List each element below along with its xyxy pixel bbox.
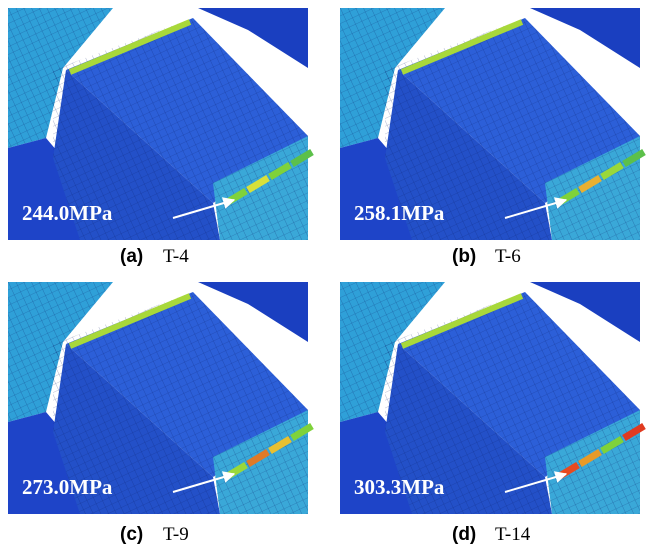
beam-mesh — [385, 292, 640, 514]
panel-caption: T-9 — [163, 524, 189, 545]
weld-bottom — [622, 148, 646, 168]
weld-bottom — [290, 148, 314, 168]
panel-caption: T-6 — [495, 246, 521, 267]
beam-mesh — [385, 18, 640, 240]
stress-label: 273.0MPa — [22, 475, 113, 499]
weld-bottom — [622, 422, 646, 442]
weld-bottom — [578, 174, 602, 194]
beam-mesh — [53, 18, 308, 240]
weld-top — [400, 293, 524, 349]
arrow — [172, 471, 236, 493]
panel-label: (a) — [120, 246, 143, 267]
far-plate — [198, 282, 308, 342]
weld-bottom — [600, 161, 624, 181]
far-plate — [530, 8, 640, 68]
arrow — [504, 471, 568, 493]
fea-panel: 273.0MPa — [8, 282, 314, 514]
panel-caption: T-14 — [495, 524, 531, 545]
beam-mesh — [53, 292, 308, 514]
lower-left — [340, 138, 422, 240]
fea-panel: 303.3MPa — [340, 282, 646, 514]
stress-label: 244.0MPa — [22, 201, 113, 225]
weld-bottom — [268, 435, 292, 455]
fea-panel: 258.1MPa — [340, 8, 646, 240]
panel-label: (d) — [452, 524, 476, 545]
weld-bottom — [246, 448, 270, 468]
panel-label: (b) — [452, 246, 476, 267]
weld-bottom — [290, 422, 314, 442]
fea-panel: 244.0MPa — [8, 8, 314, 240]
stress-label: 258.1MPa — [354, 201, 445, 225]
far-plate — [198, 8, 308, 68]
weld-bottom — [246, 174, 270, 194]
lower-left — [8, 412, 90, 514]
panel-caption: T-4 — [163, 246, 189, 267]
weld-top — [400, 19, 524, 75]
weld-top — [68, 293, 192, 349]
weld-bottom — [578, 448, 602, 468]
panel-label: (c) — [120, 524, 143, 545]
stress-label: 303.3MPa — [354, 475, 445, 499]
arrow — [172, 197, 236, 219]
arrow — [504, 197, 568, 219]
weld-bottom — [600, 435, 624, 455]
lower-left — [8, 138, 90, 240]
weld-top — [68, 19, 192, 75]
lower-left — [340, 412, 422, 514]
far-plate — [530, 282, 640, 342]
weld-bottom — [268, 161, 292, 181]
